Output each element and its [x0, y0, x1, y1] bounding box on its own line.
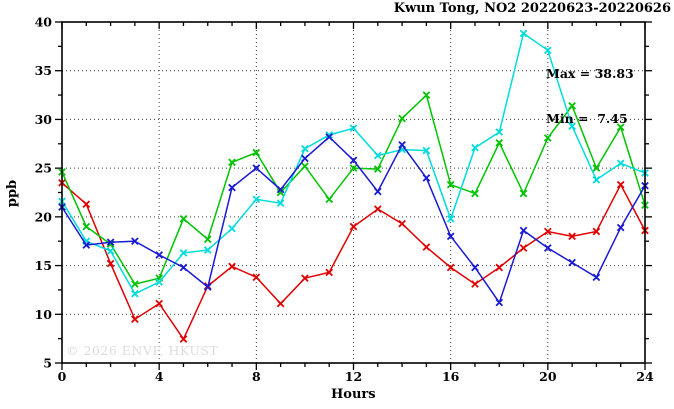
svg-text:10: 10 — [35, 307, 53, 322]
svg-text:15: 15 — [35, 258, 52, 273]
y-axis-title: ppb — [5, 179, 21, 208]
min-value-label: Min = 7.45 — [546, 111, 628, 126]
svg-text:4: 4 — [155, 369, 164, 384]
max-min-annotation: Max = 38.83 Min = 7.45 — [546, 36, 634, 156]
svg-text:24: 24 — [636, 369, 654, 384]
svg-text:20: 20 — [35, 209, 53, 224]
svg-text:20: 20 — [539, 369, 557, 384]
svg-text:0: 0 — [58, 369, 67, 384]
svg-text:8: 8 — [252, 369, 261, 384]
svg-text:5: 5 — [43, 356, 52, 371]
svg-text:16: 16 — [442, 369, 460, 384]
watermark: © 2026 ENVF, HKUST — [66, 343, 219, 358]
svg-text:12: 12 — [345, 369, 362, 384]
svg-text:40: 40 — [35, 15, 53, 30]
x-axis-title: Hours — [331, 387, 376, 402]
svg-text:35: 35 — [35, 63, 52, 78]
max-value-label: Max = 38.83 — [546, 66, 634, 81]
svg-text:25: 25 — [35, 161, 52, 176]
chart-title: Kwun Tong, NO2 20220623-20220626 — [393, 1, 671, 16]
svg-text:30: 30 — [35, 112, 53, 127]
